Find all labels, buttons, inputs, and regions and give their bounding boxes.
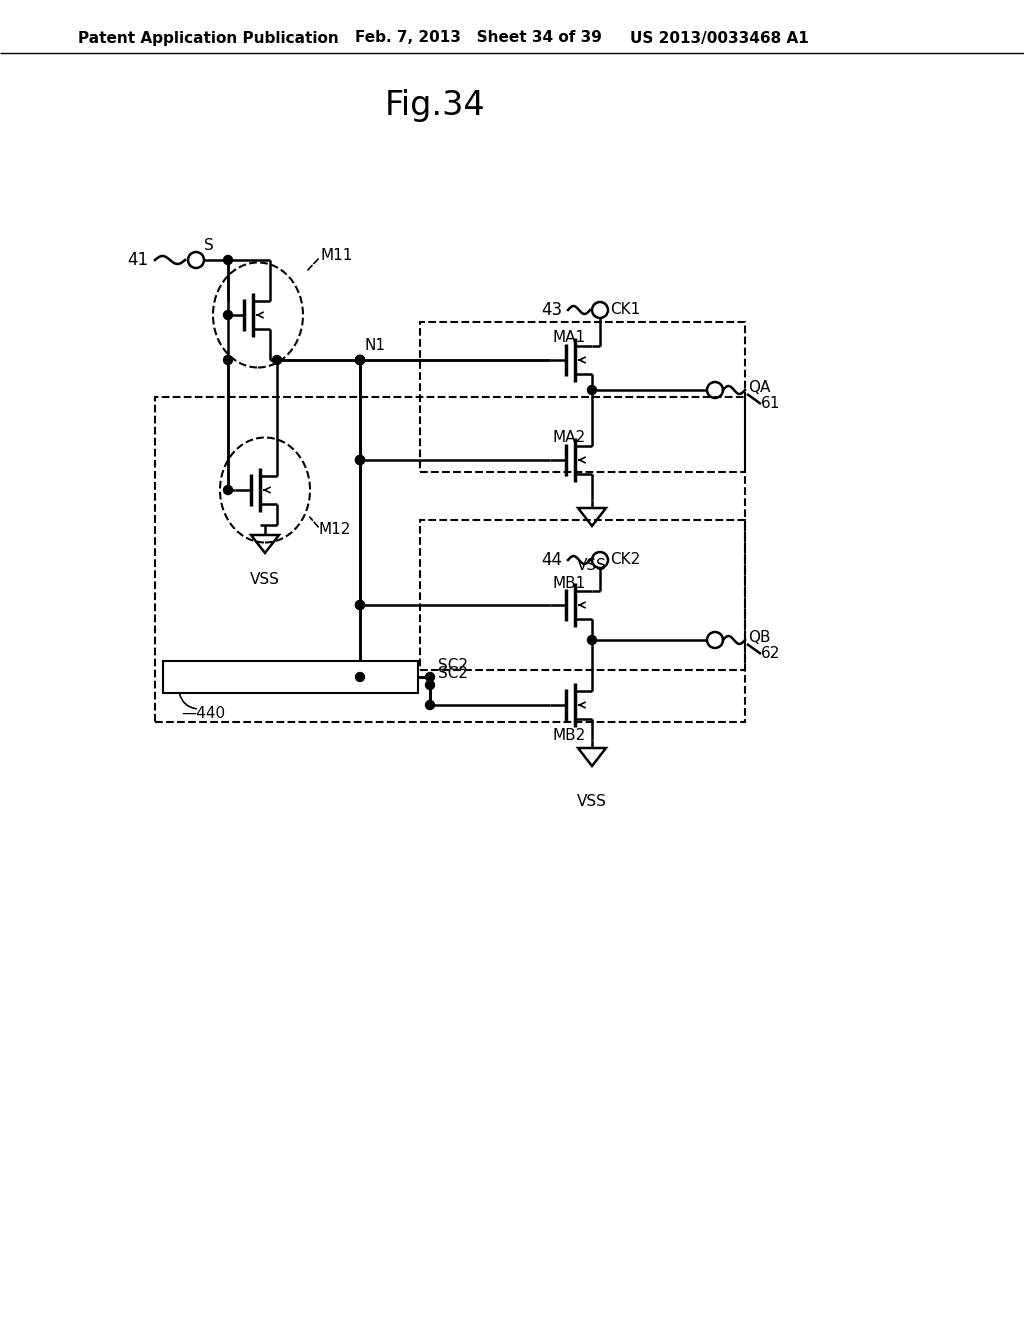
Text: MB2: MB2 — [552, 727, 586, 742]
Circle shape — [588, 635, 597, 644]
Circle shape — [426, 701, 434, 710]
Text: US 2013/0033468 A1: US 2013/0033468 A1 — [630, 30, 809, 45]
Circle shape — [355, 455, 365, 465]
Text: N1: N1 — [365, 338, 386, 354]
Text: COMMON CONTROL CIRCUIT: COMMON CONTROL CIRCUIT — [186, 671, 395, 684]
Circle shape — [355, 355, 365, 364]
FancyBboxPatch shape — [163, 661, 418, 693]
Text: MB1: MB1 — [552, 576, 586, 590]
Text: VSS: VSS — [250, 573, 280, 587]
Text: 43: 43 — [541, 301, 562, 319]
Circle shape — [223, 355, 232, 364]
Text: S: S — [204, 239, 214, 253]
Text: —440: —440 — [181, 705, 225, 721]
Circle shape — [355, 355, 365, 364]
Text: Fig.34: Fig.34 — [385, 88, 485, 121]
Text: SC2: SC2 — [438, 657, 468, 672]
Text: CK2: CK2 — [610, 553, 640, 568]
Text: 62: 62 — [761, 647, 780, 661]
Circle shape — [355, 672, 365, 681]
Circle shape — [355, 601, 365, 610]
Circle shape — [426, 681, 434, 689]
Circle shape — [588, 385, 597, 395]
Text: Patent Application Publication: Patent Application Publication — [78, 30, 339, 45]
Circle shape — [426, 672, 434, 681]
Text: CK1: CK1 — [610, 302, 640, 318]
Text: QB: QB — [748, 631, 770, 645]
Circle shape — [223, 256, 232, 264]
Text: SC2: SC2 — [438, 665, 468, 681]
Circle shape — [223, 486, 232, 495]
Circle shape — [272, 355, 282, 364]
Bar — [420, 520, 745, 671]
Bar — [420, 322, 745, 473]
Bar — [155, 397, 745, 722]
Circle shape — [355, 355, 365, 364]
Circle shape — [223, 310, 232, 319]
Circle shape — [355, 455, 365, 465]
Text: QA: QA — [748, 380, 770, 396]
Text: MA1: MA1 — [552, 330, 585, 346]
Text: 61: 61 — [761, 396, 780, 412]
Text: MA2: MA2 — [552, 430, 585, 446]
Text: M12: M12 — [318, 523, 350, 537]
Text: VSS: VSS — [578, 557, 607, 573]
Circle shape — [355, 601, 365, 610]
Text: 41: 41 — [127, 251, 148, 269]
Text: M11: M11 — [319, 248, 352, 263]
Text: Feb. 7, 2013   Sheet 34 of 39: Feb. 7, 2013 Sheet 34 of 39 — [355, 30, 602, 45]
Text: VSS: VSS — [578, 795, 607, 809]
Text: 44: 44 — [541, 550, 562, 569]
